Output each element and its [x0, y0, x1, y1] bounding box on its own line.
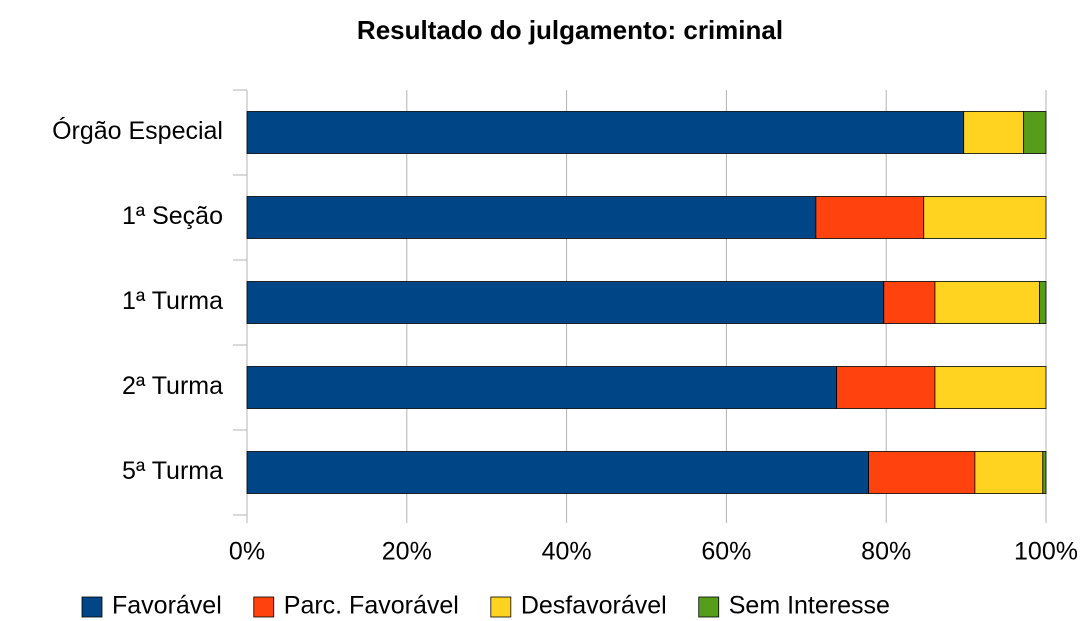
bar-segment — [246, 281, 885, 324]
bar-segment — [246, 196, 817, 239]
bar-segment — [1042, 451, 1047, 494]
bar-segment — [246, 451, 870, 494]
bar-segment — [974, 451, 1044, 494]
legend-label: Parc. Favorável — [284, 592, 459, 620]
x-tick-label: 40% — [542, 538, 592, 566]
y-tick-label: 5ª Turma — [122, 457, 223, 485]
bar-segment — [815, 196, 925, 239]
legend-label: Desfavorável — [521, 592, 667, 620]
legend-label: Favorável — [112, 592, 222, 620]
bar-segment — [963, 111, 1025, 154]
y-tick-label: 1ª Turma — [122, 287, 223, 315]
chart-title: Resultado do julgamento: criminal — [357, 15, 783, 45]
x-tick-label: 80% — [861, 538, 911, 566]
legend-swatch — [81, 596, 103, 618]
y-tick-label: 1ª Seção — [122, 202, 223, 230]
x-tick-label: 100% — [1014, 538, 1078, 566]
x-tick-label: 0% — [229, 538, 265, 566]
bar-segment — [934, 281, 1041, 324]
bar-segment — [868, 451, 976, 494]
x-tick-label: 20% — [382, 538, 432, 566]
legend-label: Sem Interesse — [729, 592, 890, 620]
legend-swatch — [253, 596, 275, 618]
y-tick-label: 2ª Turma — [122, 372, 223, 400]
bar-segment — [923, 196, 1047, 239]
legend-swatch — [490, 596, 512, 618]
y-tick-label: Órgão Especial — [52, 116, 223, 145]
bar-segment — [836, 366, 936, 409]
legend-swatch — [698, 596, 720, 618]
bar-segment — [1039, 281, 1047, 324]
x-tick-label: 60% — [701, 538, 751, 566]
bar-segment — [246, 366, 838, 409]
bar-segment — [934, 366, 1047, 409]
bar-segment — [883, 281, 936, 324]
bar-segment — [1023, 111, 1047, 154]
bar-segment — [246, 111, 965, 154]
